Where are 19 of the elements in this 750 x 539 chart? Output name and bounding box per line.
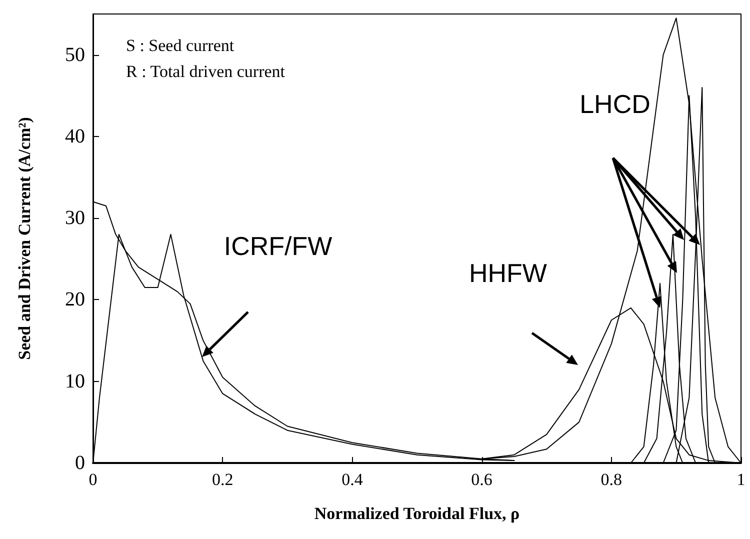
y-axis-title: Seed and Driven Current (A/cm²) (15, 117, 34, 360)
x-tick-label: 1 (736, 470, 746, 489)
x-tick-label: 0.6 (471, 470, 492, 489)
x-axis-title: Normalized Toroidal Flux, ρ (314, 504, 520, 523)
annotation: R : Total driven current (126, 62, 286, 81)
x-tick-label: 0 (88, 470, 98, 489)
x-tick-label: 0.2 (212, 470, 234, 489)
x-tick-label: 0.4 (342, 470, 364, 489)
y-tick-label: 40 (65, 125, 85, 148)
annotation: ICRF/FW (224, 231, 333, 261)
annotation: HHFW (469, 258, 548, 288)
annotation: LHCD (580, 89, 650, 119)
y-tick-label: 20 (65, 288, 85, 311)
x-tick-label: 0.8 (600, 470, 622, 489)
y-tick-label: 30 (65, 207, 85, 230)
y-tick-label: 0 (75, 452, 85, 474)
y-tick-label: 10 (65, 370, 85, 392)
annotation: S : Seed current (126, 36, 234, 55)
y-tick-label: 50 (65, 44, 85, 66)
